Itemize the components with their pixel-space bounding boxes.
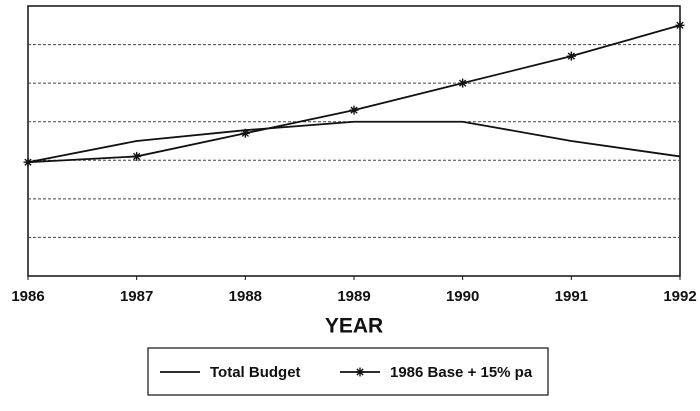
legend-marker <box>355 367 365 377</box>
x-tick-label: 1987 <box>120 288 153 305</box>
point-marker <box>566 51 576 61</box>
point-marker <box>132 151 142 161</box>
x-tick-label: 1990 <box>446 288 479 305</box>
legend-box <box>147 347 549 396</box>
point-marker <box>675 20 685 30</box>
plot-frame <box>27 5 681 277</box>
x-axis-label: YEAR <box>325 315 383 338</box>
x-tick-label: 1991 <box>555 288 588 305</box>
legend-label: Total Budget <box>210 364 301 381</box>
legend-label: 1986 Base + 15% pa <box>390 364 533 381</box>
x-tick-label: 1989 <box>337 288 370 305</box>
x-tick-label: 1988 <box>229 288 262 305</box>
point-marker <box>349 105 359 115</box>
point-marker <box>458 78 468 88</box>
x-tick-label: 1986 <box>11 288 44 305</box>
x-tick-label: 1992 <box>663 288 696 305</box>
series-line <box>27 120 681 164</box>
point-marker <box>240 128 250 138</box>
point-marker <box>23 157 33 167</box>
